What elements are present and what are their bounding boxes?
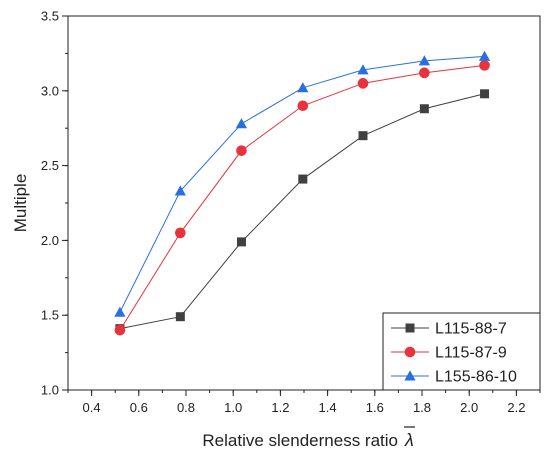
x-tick-label: 1.6	[366, 400, 384, 415]
data-point	[358, 131, 368, 141]
legend: L115-88-7 L115-87-9 L155-86-10	[382, 312, 541, 391]
series-L115-88-7	[115, 89, 490, 334]
data-point	[404, 370, 416, 381]
x-tick-label: 1.2	[271, 400, 289, 415]
x-tick-label: 0.6	[130, 400, 148, 415]
data-point	[480, 89, 490, 99]
legend-label: L155-86-10	[435, 369, 517, 386]
data-point	[174, 185, 186, 196]
series-layer	[114, 50, 491, 336]
x-axis-symbol-text: λ	[404, 430, 414, 450]
series-L115-87-9	[114, 60, 490, 336]
data-point	[114, 306, 126, 317]
data-point	[418, 55, 430, 66]
data-point	[297, 100, 309, 112]
y-tick-label: 3.0	[41, 83, 59, 98]
x-axis-label: Relative slenderness ratio	[202, 431, 398, 450]
y-axis-label: Multiple	[11, 174, 30, 233]
data-point	[357, 78, 369, 89]
legend-label: L115-88-7	[435, 321, 507, 338]
x-tick-label: 1.4	[319, 400, 337, 415]
data-point	[357, 64, 369, 75]
data-point	[175, 312, 185, 322]
y-tick-label: 3.5	[41, 9, 59, 24]
data-point	[236, 145, 247, 156]
data-point	[479, 60, 490, 71]
y-tick-label: 2.5	[41, 158, 59, 173]
y-tick-label: 2.0	[41, 233, 59, 248]
data-point	[298, 174, 308, 184]
data-point	[419, 67, 430, 79]
data-point	[405, 323, 415, 333]
series-L155-86-10	[114, 50, 491, 317]
legend-label: L115-87-9	[435, 345, 507, 362]
data-point	[419, 104, 429, 114]
x-tick-label: 1.8	[413, 400, 431, 415]
data-point	[235, 118, 248, 129]
x-tick-label: 0.8	[177, 400, 195, 415]
data-point	[175, 227, 186, 239]
data-point	[236, 237, 246, 247]
ticks: 0.4 0.6 0.8 1.0 1.2 1.4 1.6 1.8 2.0 2.2 1.0 1.5 2.0 2…	[41, 9, 541, 415]
y-tick-label: 1.0	[41, 383, 59, 398]
x-axis-symbol: λ	[404, 426, 415, 450]
x-tick-label: 1.0	[224, 400, 242, 415]
data-point	[404, 346, 416, 358]
data-point	[478, 50, 491, 61]
data-point	[297, 82, 309, 93]
series-line	[119, 55, 485, 313]
data-point	[114, 324, 126, 336]
x-tick-label: 2.0	[460, 400, 478, 415]
y-tick-label: 1.5	[41, 308, 59, 323]
x-tick-label: 2.2	[507, 400, 525, 415]
x-tick-label: 0.4	[83, 400, 101, 415]
series-line	[119, 93, 485, 330]
